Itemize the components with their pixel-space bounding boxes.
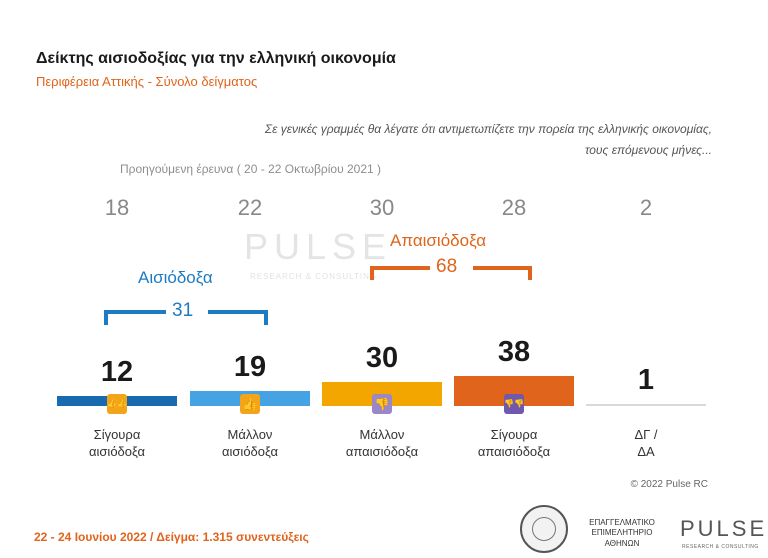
category-label-5: ΔΓ / ΔΑ (586, 427, 706, 461)
bar-value-label-5: 1 (637, 364, 655, 396)
chamber-seal-logo (520, 505, 568, 553)
previous-survey-label: Προηγούμενη έρευνα ( 20 - 22 Οκτωβρίου 2… (120, 162, 381, 176)
category-label-5-line-2: ΔΑ (637, 443, 655, 459)
bar-5 (586, 404, 706, 406)
thumbs-down-double-icon: 👎👎 (504, 394, 524, 414)
previous-value-1: 18 (104, 195, 130, 220)
category-label-3: Μάλλον απαισιόδοξα (322, 427, 442, 461)
category-label-2: Μάλλον αισιόδοξα (190, 427, 310, 461)
previous-value-5: 2 (639, 195, 653, 220)
pessimistic-group-label: Απαισιόδοξα (390, 231, 487, 250)
bar-value-label-2: 19 (233, 350, 267, 383)
category-label-1-line-1: Σίγουρα (93, 427, 141, 442)
optimistic-bracket (104, 310, 268, 325)
bar-value-label-4: 38 (497, 335, 531, 368)
thumbs-down-icon: 👎 (372, 394, 392, 414)
category-label-2-line-1: Μάλλον (227, 427, 273, 442)
copyright: © 2022 Pulse RC (630, 479, 708, 490)
category-label-4: Σίγουρα απαισιόδοξα (454, 427, 574, 461)
category-label-1-line-2: αισιόδοξα (89, 443, 145, 459)
chamber-name-line-1: ΕΠΑΓΓΕΛΜΑΤΙΚΟ (589, 518, 655, 527)
bar-value-label-3: 30 (365, 342, 399, 374)
thumbs-up-double-icon: 👍👍 (107, 394, 127, 414)
chamber-name-line-2: ΕΠΙΜΕΛΗΤΗΡΙΟ (591, 528, 653, 538)
category-label-2-line-2: αισιόδοξα (222, 443, 278, 459)
chamber-name: ΕΠΑΓΓΕΛΜΑΤΙΚΟ ΕΠΙΜΕΛΗΤΗΡΙΟ ΑΘΗΝΩΝ (574, 518, 670, 549)
survey-question: Σε γενικές γραμμές θα λέγατε ότι αντιμετ… (112, 119, 712, 161)
survey-question-line-2: τους επόμενους μήνες... (584, 143, 712, 157)
category-label-5-line-1: ΔΓ / (634, 427, 658, 442)
optimistic-group-label: Αισιόδοξα (138, 268, 213, 287)
bar-value-label-1: 12 (100, 356, 134, 389)
chamber-name-line-3: ΑΘΗΝΩΝ (604, 538, 640, 548)
chart-subtitle: Περιφέρεια Αττικής - Σύνολο δείγματος (36, 74, 258, 89)
category-label-4-line-2: απαισιόδοξα (477, 443, 551, 459)
chart-title: Δείκτης αισιοδοξίας για την ελληνική οικ… (36, 50, 396, 67)
pulse-logo: PULSE (680, 516, 768, 541)
category-label-1: Σίγουρα αισιόδοξα (57, 427, 177, 461)
watermark-tagline: RESEARCH & CONSULTING (250, 272, 378, 281)
fieldwork-dates: 22 - 24 Ιουνίου 2022 / Δείγμα: 1.315 συν… (34, 530, 309, 544)
category-label-3-line-2: απαισιόδοξα (345, 443, 419, 459)
previous-value-3: 30 (369, 195, 395, 220)
category-label-3-line-1: Μάλλον (359, 427, 405, 442)
category-label-4-line-1: Σίγουρα (490, 427, 538, 442)
survey-question-line-1: Σε γενικές γραμμές θα λέγατε ότι αντιμετ… (264, 122, 712, 136)
thumbs-up-icon: 👍 (240, 394, 260, 414)
previous-value-2: 22 (237, 195, 263, 220)
pulse-logo-tagline: RESEARCH & CONSULTING (682, 544, 759, 550)
pessimistic-group-total: 68 (436, 256, 458, 277)
pessimistic-bracket (370, 266, 532, 280)
optimistic-group-total: 31 (172, 300, 194, 321)
previous-value-4: 28 (501, 195, 527, 220)
watermark-logo: PULSE (244, 226, 393, 267)
